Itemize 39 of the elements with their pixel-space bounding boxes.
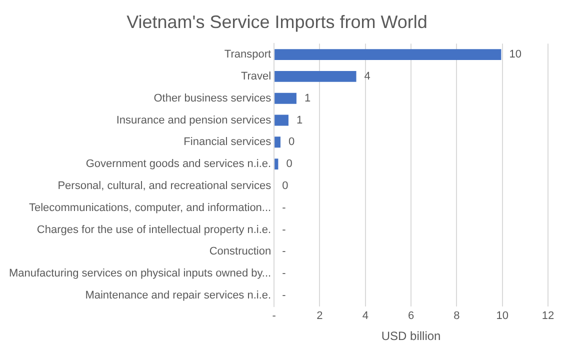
y-tick-label: Construction <box>209 246 272 258</box>
x-tick-label: 2 <box>316 310 323 322</box>
data-label: 0 <box>282 180 288 192</box>
y-tick-label: Travel <box>240 70 272 82</box>
data-label: 0 <box>288 136 295 148</box>
data-label: 1 <box>296 114 303 126</box>
y-tick-label: Manufacturing services on physical inputs owned by... <box>8 268 272 280</box>
data-label: 0 <box>286 158 292 170</box>
y-tick-label: Charges for the use of intellectual property n.i.e. <box>36 224 272 236</box>
bar <box>274 70 356 82</box>
data-label: - <box>282 224 286 236</box>
y-tick-label: Financial services <box>184 136 272 148</box>
bar <box>274 136 280 148</box>
chart-title: Vietnam's Service Imports from World <box>126 12 428 32</box>
data-label: - <box>282 202 286 214</box>
y-tick-label: Government goods and services n.i.e. <box>86 158 272 170</box>
x-tick-label: 10 <box>496 310 508 322</box>
data-label: 4 <box>364 70 370 82</box>
x-tick-label: 6 <box>408 310 414 322</box>
data-label: 10 <box>509 48 522 61</box>
bar <box>274 92 296 104</box>
x-tick-label: 8 <box>454 310 460 322</box>
x-tick-label: 12 <box>542 310 554 322</box>
bar <box>274 158 278 170</box>
bar <box>274 114 288 126</box>
data-label: - <box>282 246 286 258</box>
x-tick-label: - <box>272 310 276 322</box>
bar <box>274 49 502 60</box>
y-tick-label: Telecommunications, computer, and information... <box>28 202 272 214</box>
y-tick-label: Insurance and pension services <box>116 114 272 126</box>
y-tick-label: Other business services <box>154 92 272 104</box>
x-tick-label: 4 <box>362 310 368 322</box>
y-tick-label: Maintenance and repair services n.i.e. <box>85 289 272 302</box>
x-axis-title: USD billion <box>381 329 441 344</box>
data-label: - <box>282 289 286 302</box>
data-label: - <box>282 268 286 280</box>
y-tick-label: Transport <box>224 48 272 61</box>
y-tick-label: Personal, cultural, and recreational services <box>58 180 272 192</box>
data-label: 1 <box>304 92 311 104</box>
